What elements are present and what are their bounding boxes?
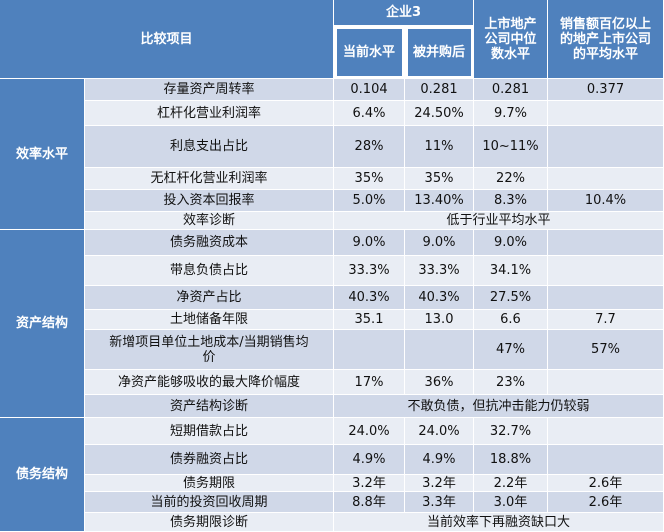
cell-v2: 24.50%	[405, 101, 474, 126]
cell-v1: 33.3%	[334, 256, 405, 286]
row-label: 当前的投资回收周期	[85, 492, 334, 513]
cell-v3: 8.3%	[474, 190, 548, 212]
cell-v2: 35%	[405, 168, 474, 190]
header-merged: 被并购后	[405, 26, 474, 79]
cell-v3: 9.7%	[474, 101, 548, 126]
cell-v3: 0.281	[474, 79, 548, 101]
cell-v1: 6.4%	[334, 101, 405, 126]
cell-v3: 10~11%	[474, 126, 548, 168]
row-label: 杠杆化营业利润率	[85, 101, 334, 126]
cell-v1: 5.0%	[334, 190, 405, 212]
row-label: 净资产能够吸收的最大降价幅度	[85, 370, 334, 395]
cell-v3: 18.8%	[474, 445, 548, 475]
cell-v4: 2.6年	[548, 492, 664, 513]
cell-v3: 22%	[474, 168, 548, 190]
cell-v1: 3.2年	[334, 475, 405, 492]
cell-v2: 3.2年	[405, 475, 474, 492]
cell-v2: 40.3%	[405, 286, 474, 310]
row-label: 债务融资成本	[85, 230, 334, 256]
cell-v4	[548, 286, 664, 310]
header-median: 上市地产公司中位数水平	[474, 0, 548, 79]
group-label: 资产结构	[0, 230, 85, 418]
cell-v3: 32.7%	[474, 418, 548, 445]
cell-v2: 0.281	[405, 79, 474, 101]
cell-v3: 9.0%	[474, 230, 548, 256]
header-current: 当前水平	[334, 26, 405, 79]
cell-v3: 23%	[474, 370, 548, 395]
cell-v1: 8.8年	[334, 492, 405, 513]
row-label: 债务期限	[85, 475, 334, 492]
cell-v4	[548, 370, 664, 395]
cell-v4: 10.4%	[548, 190, 664, 212]
cell-v4	[548, 168, 664, 190]
row-label: 土地储备年限	[85, 310, 334, 330]
cell-v2: 13.0	[405, 310, 474, 330]
cell-v3: 34.1%	[474, 256, 548, 286]
row-label: 债券融资占比	[85, 445, 334, 475]
cell-v4	[548, 256, 664, 286]
row-label: 效率诊断	[85, 212, 334, 230]
diagnosis-value: 不敢负债，但抗冲击能力仍较弱	[334, 395, 664, 418]
cell-v1: 24.0%	[334, 418, 405, 445]
row-label: 存量资产周转率	[85, 79, 334, 101]
cell-v1	[334, 330, 405, 370]
header-item: 比较项目	[0, 0, 334, 79]
cell-v4: 57%	[548, 330, 664, 370]
cell-v4: 0.377	[548, 79, 664, 101]
row-label: 带息负债占比	[85, 256, 334, 286]
cell-v1: 4.9%	[334, 445, 405, 475]
cell-v4: 7.7	[548, 310, 664, 330]
cell-v2: 13.40%	[405, 190, 474, 212]
cell-v2	[405, 330, 474, 370]
cell-v1: 28%	[334, 126, 405, 168]
cell-v3: 47%	[474, 330, 548, 370]
cell-v2: 9.0%	[405, 230, 474, 256]
cell-v2: 4.9%	[405, 445, 474, 475]
group-label: 债务结构	[0, 418, 85, 532]
cell-v2: 33.3%	[405, 256, 474, 286]
cell-v1: 35.1	[334, 310, 405, 330]
cell-v1: 0.104	[334, 79, 405, 101]
cell-v3: 3.0年	[474, 492, 548, 513]
cell-v4	[548, 418, 664, 445]
cell-v3: 27.5%	[474, 286, 548, 310]
header-enterprise: 企业3	[334, 0, 474, 26]
diagnosis-value: 当前效率下再融资缺口大	[334, 513, 664, 532]
cell-v2: 11%	[405, 126, 474, 168]
row-label: 短期借款占比	[85, 418, 334, 445]
cell-v4: 2.6年	[548, 475, 664, 492]
cell-v1: 17%	[334, 370, 405, 395]
header-avg: 销售额百亿以上的地产上市公司的平均水平	[548, 0, 664, 79]
row-label: 净资产占比	[85, 286, 334, 310]
cell-v4	[548, 445, 664, 475]
row-label: 新增项目单位土地成本/当期销售均价	[85, 330, 334, 370]
row-label: 资产结构诊断	[85, 395, 334, 418]
cell-v4	[548, 101, 664, 126]
cell-v2: 24.0%	[405, 418, 474, 445]
cell-v4	[548, 230, 664, 256]
cell-v1: 9.0%	[334, 230, 405, 256]
cell-v4	[548, 126, 664, 168]
row-label: 利息支出占比	[85, 126, 334, 168]
cell-v3: 2.2年	[474, 475, 548, 492]
row-label: 无杠杆化营业利润率	[85, 168, 334, 190]
cell-v1: 40.3%	[334, 286, 405, 310]
row-label: 投入资本回报率	[85, 190, 334, 212]
group-label: 效率水平	[0, 79, 85, 230]
row-label: 债务期限诊断	[85, 513, 334, 532]
cell-v3: 6.6	[474, 310, 548, 330]
diagnosis-value: 低于行业平均水平	[334, 212, 664, 230]
cell-v1: 35%	[334, 168, 405, 190]
cell-v2: 3.3年	[405, 492, 474, 513]
cell-v2: 36%	[405, 370, 474, 395]
